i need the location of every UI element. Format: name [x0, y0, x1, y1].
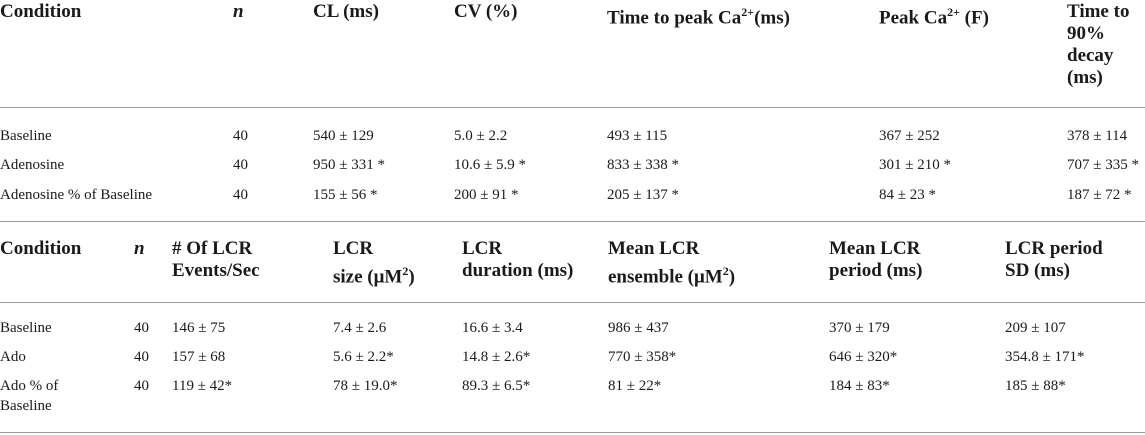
cell-lcr-period-sd: 354.8 ± 171* — [1005, 349, 1085, 365]
cell-lcr-period: 184 ± 83* — [829, 378, 890, 394]
cell-lcr-period-sd: 209 ± 107 — [1005, 320, 1066, 336]
header-lcr-period-line2: period (ms) — [829, 260, 923, 281]
divider — [0, 107, 1145, 108]
cell-lcr-size: 5.6 ± 2.2* — [333, 349, 394, 365]
header-n: n — [233, 1, 244, 23]
cell-peak: 301 ± 210 * — [879, 157, 951, 173]
divider — [0, 432, 1145, 433]
cell-lcr-duration: 89.3 ± 6.5* — [462, 378, 531, 394]
cell-condition-line2: Baseline — [0, 398, 52, 414]
cell-condition: Adenosine % of Baseline — [0, 187, 153, 203]
cell-condition: Ado — [0, 349, 26, 365]
cell-lcr-size: 7.4 ± 2.6 — [333, 320, 387, 336]
header-decay: Time to 90% decay (ms) — [1067, 1, 1129, 89]
cell-lcr-ensemble: 986 ± 437 — [608, 320, 669, 336]
cell-time-to-peak: 493 ± 115 — [607, 128, 668, 144]
header-lcr-size-sup: 2 — [402, 264, 409, 278]
header-lcr-period-sd-line2: SD (ms) — [1005, 260, 1070, 281]
cell-peak: 367 ± 252 — [879, 128, 940, 144]
cell-n: 40 — [134, 378, 149, 394]
header-lcr-events-line2: Events/Sec — [172, 260, 260, 281]
header-decay-line1: Time to — [1067, 1, 1130, 22]
cell-n: 40 — [134, 320, 149, 336]
header-lcr-ensemble-close: ) — [728, 266, 736, 288]
header-n-label: n — [134, 238, 145, 259]
header-peak: Peak Ca2+ (F) — [879, 1, 989, 29]
cell-time-to-peak: 833 ± 338 * — [607, 157, 679, 173]
header-lcr-period-sd: LCR period SD (ms) — [1005, 238, 1103, 282]
header-lcr-duration-line1: LCR — [462, 238, 503, 259]
header-time-to-peak-unit: (ms) — [754, 7, 790, 29]
header-lcr-period-sd-line1: LCR period — [1005, 238, 1103, 259]
cell-lcr-size: 78 ± 19.0* — [333, 378, 398, 394]
header-n-label: n — [233, 1, 244, 22]
cell-decay: 378 ± 114 — [1067, 128, 1128, 144]
header-lcr-ensemble: Mean LCR ensemble (μM2) — [608, 238, 735, 288]
cell-condition-line1: Ado % of — [0, 378, 59, 394]
header-cl: CL (ms) — [313, 1, 379, 22]
cell-cv: 5.0 ± 2.2 — [454, 128, 508, 144]
cell-decay: 187 ± 72 * — [1067, 187, 1132, 203]
header-lcr-size: LCR size (μM2) — [333, 238, 415, 288]
cell-lcr-events: 157 ± 68 — [172, 349, 226, 365]
cell-lcr-period: 646 ± 320* — [829, 349, 898, 365]
header-lcr-ensemble-line1: Mean LCR — [608, 238, 700, 259]
header-time-to-peak-sup: 2+ — [741, 5, 755, 19]
cell-condition: Adenosine — [0, 157, 65, 173]
header-lcr-period: Mean LCR period (ms) — [829, 238, 922, 282]
header-lcr-events-line1: # Of LCR — [172, 238, 253, 259]
header-lcr-events: # Of LCR Events/Sec — [172, 238, 260, 282]
header-condition: Condition — [0, 238, 82, 259]
header-n: n — [134, 238, 145, 260]
header-cv: CV (%) — [454, 1, 518, 22]
header-lcr-size-close: ) — [408, 266, 415, 288]
header-decay-line2: 90% — [1067, 23, 1105, 44]
divider — [0, 302, 1145, 303]
cell-condition: Baseline — [0, 320, 52, 336]
cell-n: 40 — [134, 349, 149, 365]
cell-decay: 707 ± 335 * — [1067, 157, 1139, 173]
header-peak-sup: 2+ — [947, 5, 960, 19]
cell-n: 40 — [233, 128, 248, 144]
cell-lcr-ensemble: 770 ± 358* — [608, 349, 677, 365]
cell-lcr-duration: 14.8 ± 2.6* — [462, 349, 531, 365]
cell-condition: Ado % of Baseline — [0, 376, 58, 416]
cell-peak: 84 ± 23 * — [879, 187, 936, 203]
cell-cl: 950 ± 331 * — [313, 157, 385, 173]
header-lcr-size-text: size (μM — [333, 266, 403, 288]
header-lcr-ensemble-sup: 2 — [722, 264, 729, 278]
header-peak-unit: (F) — [959, 7, 989, 29]
cell-cl: 155 ± 56 * — [313, 187, 378, 203]
cell-n: 40 — [233, 187, 248, 203]
divider — [0, 221, 1145, 222]
header-lcr-period-line1: Mean LCR — [829, 238, 921, 259]
header-lcr-duration-line2: duration (ms) — [462, 260, 574, 281]
cell-cv: 10.6 ± 5.9 * — [454, 157, 526, 173]
header-time-to-peak: Time to peak Ca2+(ms) — [607, 1, 790, 29]
header-lcr-ensemble-line2: ensemble (μM2) — [608, 260, 735, 288]
cell-condition: Baseline — [0, 128, 52, 144]
header-decay-line4: (ms) — [1067, 67, 1103, 88]
header-lcr-ensemble-text: ensemble (μM — [608, 266, 723, 288]
cell-cl: 540 ± 129 — [313, 128, 374, 144]
header-peak-text: Peak Ca — [879, 7, 948, 29]
cell-lcr-period: 370 ± 179 — [829, 320, 890, 336]
cell-cv: 200 ± 91 * — [454, 187, 519, 203]
header-lcr-duration: LCR duration (ms) — [462, 238, 573, 282]
cell-lcr-ensemble: 81 ± 22* — [608, 378, 662, 394]
header-condition: Condition — [0, 1, 82, 22]
cell-time-to-peak: 205 ± 137 * — [607, 187, 679, 203]
cell-n: 40 — [233, 157, 248, 173]
header-lcr-size-line1: LCR — [333, 238, 374, 259]
cell-lcr-duration: 16.6 ± 3.4 — [462, 320, 523, 336]
cell-lcr-period-sd: 185 ± 88* — [1005, 378, 1066, 394]
header-decay-line3: decay — [1067, 45, 1114, 66]
cell-lcr-events: 146 ± 75 — [172, 320, 226, 336]
header-time-to-peak-text: Time to peak Ca — [607, 7, 742, 29]
header-lcr-size-line2: size (μM2) — [333, 260, 415, 288]
cell-lcr-events: 119 ± 42* — [172, 378, 233, 394]
